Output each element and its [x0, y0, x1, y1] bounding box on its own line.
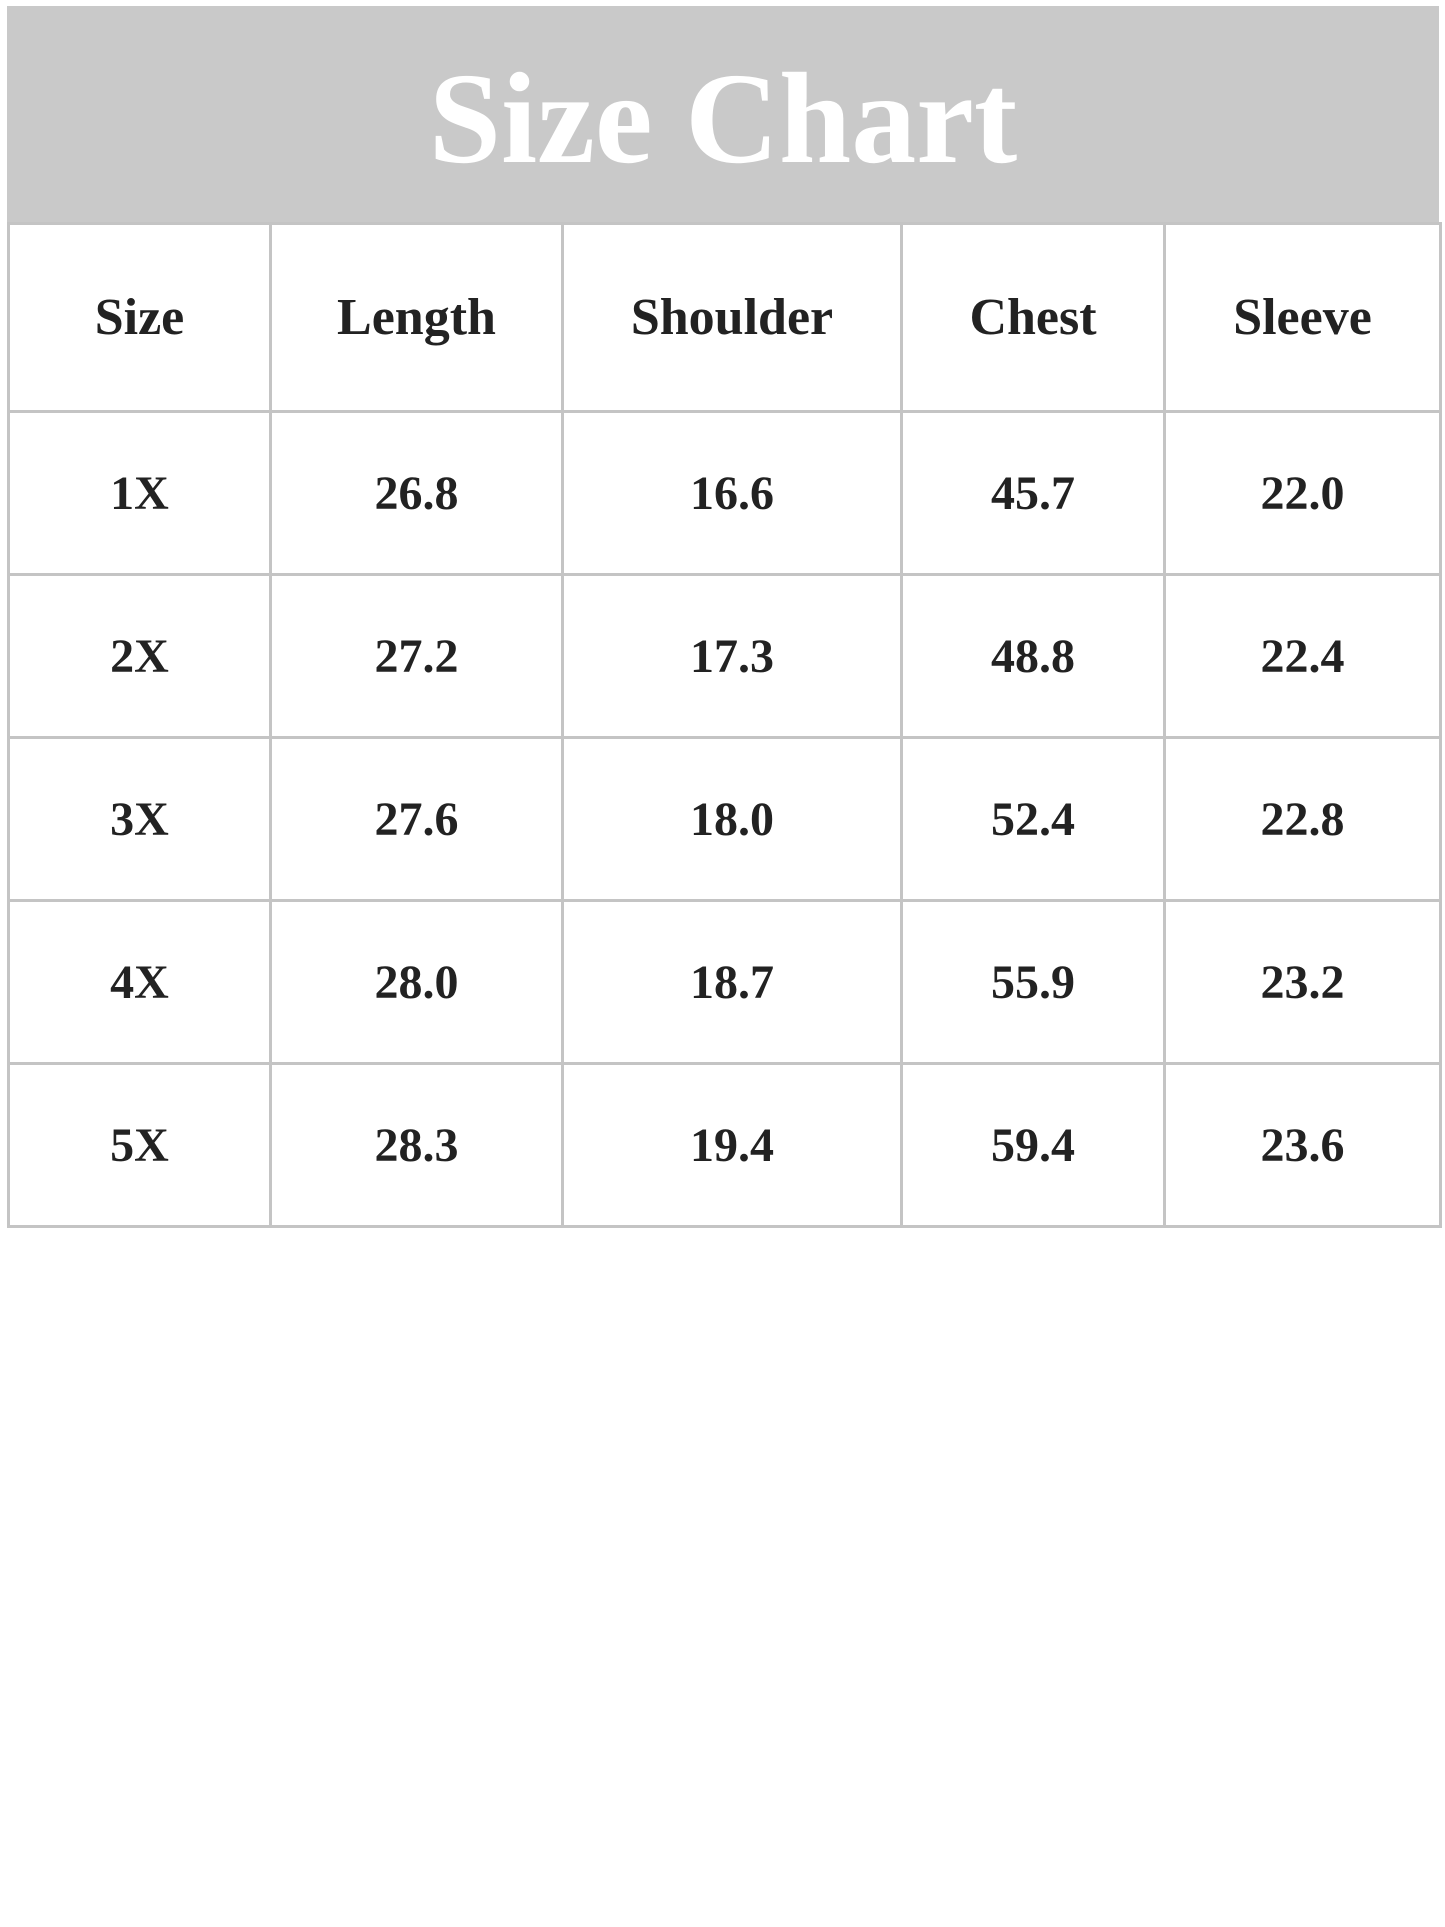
- size-table: Size Length Shoulder Chest Sleeve 1X 26.8 16.6…: [7, 222, 1442, 1228]
- table-cell: 27.2: [269, 573, 564, 739]
- table-cell: 4X: [7, 899, 272, 1065]
- table-cell: 19.4: [561, 1062, 903, 1228]
- column-header-length: Length: [269, 222, 564, 413]
- table-cell: 18.7: [561, 899, 903, 1065]
- size-chart: Size Chart Size Length Shoulder Chest Sleeve…: [7, 6, 1442, 1228]
- column-header-chest: Chest: [900, 222, 1166, 413]
- table-cell: 1X: [7, 410, 272, 576]
- column-header-sleeve: Sleeve: [1163, 222, 1442, 413]
- table-cell: 5X: [7, 1062, 272, 1228]
- table-row: 5X 28.3 19.4 59.4 23.6: [7, 1062, 1442, 1228]
- table-cell: 55.9: [900, 899, 1166, 1065]
- table-cell: 23.2: [1163, 899, 1442, 1065]
- table-cell: 28.3: [269, 1062, 564, 1228]
- table-row: 3X 27.6 18.0 52.4 22.8: [7, 736, 1442, 902]
- table-cell: 22.4: [1163, 573, 1442, 739]
- table-cell: 48.8: [900, 573, 1166, 739]
- table-cell: 23.6: [1163, 1062, 1442, 1228]
- chart-title: Size Chart: [428, 47, 1018, 191]
- table-cell: 22.8: [1163, 736, 1442, 902]
- table-cell: 52.4: [900, 736, 1166, 902]
- title-bar: Size Chart: [7, 6, 1439, 222]
- header-row: Size Length Shoulder Chest Sleeve: [7, 222, 1442, 413]
- table-cell: 22.0: [1163, 410, 1442, 576]
- table-cell: 18.0: [561, 736, 903, 902]
- table-cell: 59.4: [900, 1062, 1166, 1228]
- table-cell: 3X: [7, 736, 272, 902]
- column-header-size: Size: [7, 222, 272, 413]
- table-cell: 28.0: [269, 899, 564, 1065]
- table-cell: 27.6: [269, 736, 564, 902]
- table-cell: 45.7: [900, 410, 1166, 576]
- table-row: 1X 26.8 16.6 45.7 22.0: [7, 410, 1442, 576]
- table-cell: 2X: [7, 573, 272, 739]
- table-cell: 26.8: [269, 410, 564, 576]
- table-cell: 17.3: [561, 573, 903, 739]
- table-row: 2X 27.2 17.3 48.8 22.4: [7, 573, 1442, 739]
- column-header-shoulder: Shoulder: [561, 222, 903, 413]
- table-cell: 16.6: [561, 410, 903, 576]
- table-row: 4X 28.0 18.7 55.9 23.2: [7, 899, 1442, 1065]
